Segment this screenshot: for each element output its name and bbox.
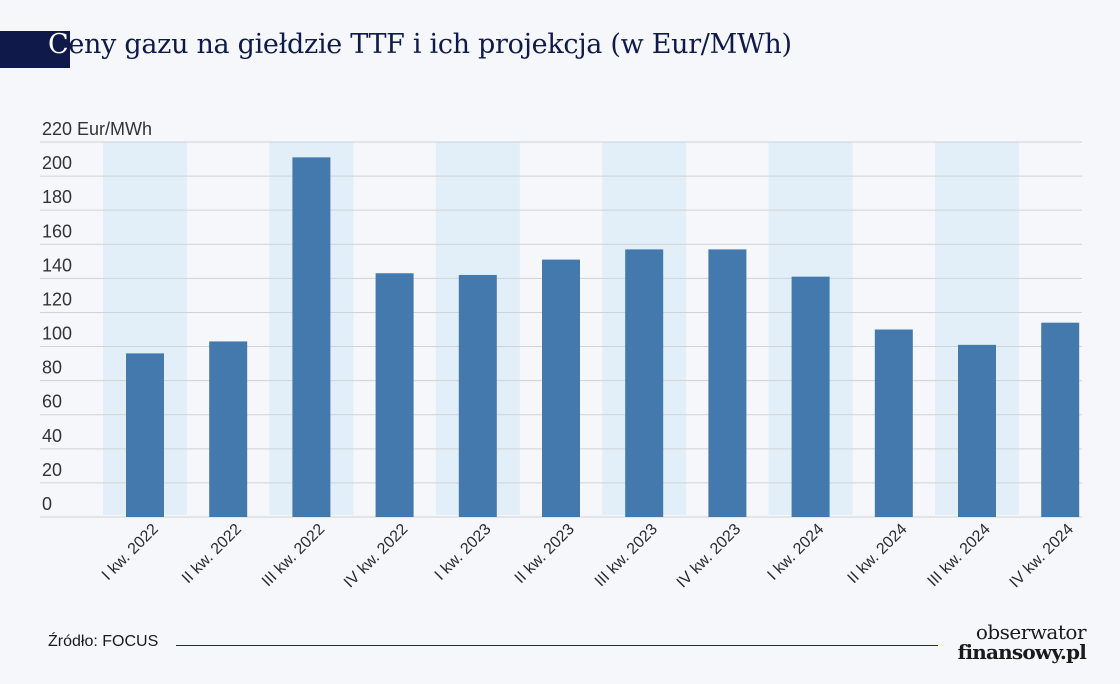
publisher-logo: obserwator finansowy.pl	[946, 620, 1087, 664]
y-tick-label: 140	[42, 255, 72, 275]
bar	[708, 249, 747, 518]
y-tick-label: 120	[42, 289, 72, 309]
bar	[458, 274, 497, 517]
source-divider	[176, 645, 938, 646]
bar	[375, 273, 414, 517]
x-tick-label: III kw. 2024	[925, 521, 994, 590]
x-tick-label: IV kw. 2024	[1007, 521, 1078, 592]
y-tick-label: 100	[42, 324, 72, 344]
bar	[791, 276, 830, 517]
bar	[542, 259, 580, 517]
y-tick-label: 180	[42, 187, 72, 207]
bar	[625, 249, 664, 518]
x-tick-label: II kw. 2024	[845, 521, 911, 587]
bar	[874, 329, 913, 517]
bar	[292, 157, 331, 517]
x-tick-label: I kw. 2024	[764, 521, 827, 584]
logo-line-2: finansowy.pl	[957, 640, 1087, 664]
chart-title: Ceny gazu na giełdzie TTF i ich projekcj…	[48, 29, 792, 60]
source-label: Źródło: FOCUS	[48, 633, 159, 650]
title-accent-bar	[0, 31, 70, 68]
y-tick-label: 60	[42, 392, 62, 412]
x-tick-label: III kw. 2023	[592, 521, 661, 590]
title-first-letter: C	[48, 29, 69, 60]
x-tick-label: IV kw. 2023	[674, 521, 745, 592]
logo-line-1: obserwator	[975, 620, 1087, 644]
y-tick-label: 40	[42, 426, 62, 446]
y-tick-label: 160	[42, 221, 72, 241]
x-tick-label: II kw. 2022	[179, 521, 245, 587]
x-tick-label: IV kw. 2022	[341, 521, 412, 592]
x-tick-label: II kw. 2023	[512, 521, 578, 587]
y-tick-label: 220 Eur/MWh	[42, 119, 152, 139]
bar	[209, 341, 248, 517]
y-tick-label: 20	[42, 460, 62, 480]
y-tick-label: 0	[42, 494, 52, 514]
title-rest: eny gazu na giełdzie TTF i ich projekcja…	[68, 29, 792, 60]
bar	[1041, 322, 1080, 517]
x-tick-label: I kw. 2022	[99, 521, 162, 584]
x-tick-label: III kw. 2022	[259, 521, 328, 590]
y-tick-label: 80	[42, 358, 62, 378]
y-tick-label: 200	[42, 153, 72, 173]
x-tick-label: I kw. 2023	[432, 521, 495, 584]
bar	[958, 344, 996, 517]
bar	[126, 353, 164, 517]
